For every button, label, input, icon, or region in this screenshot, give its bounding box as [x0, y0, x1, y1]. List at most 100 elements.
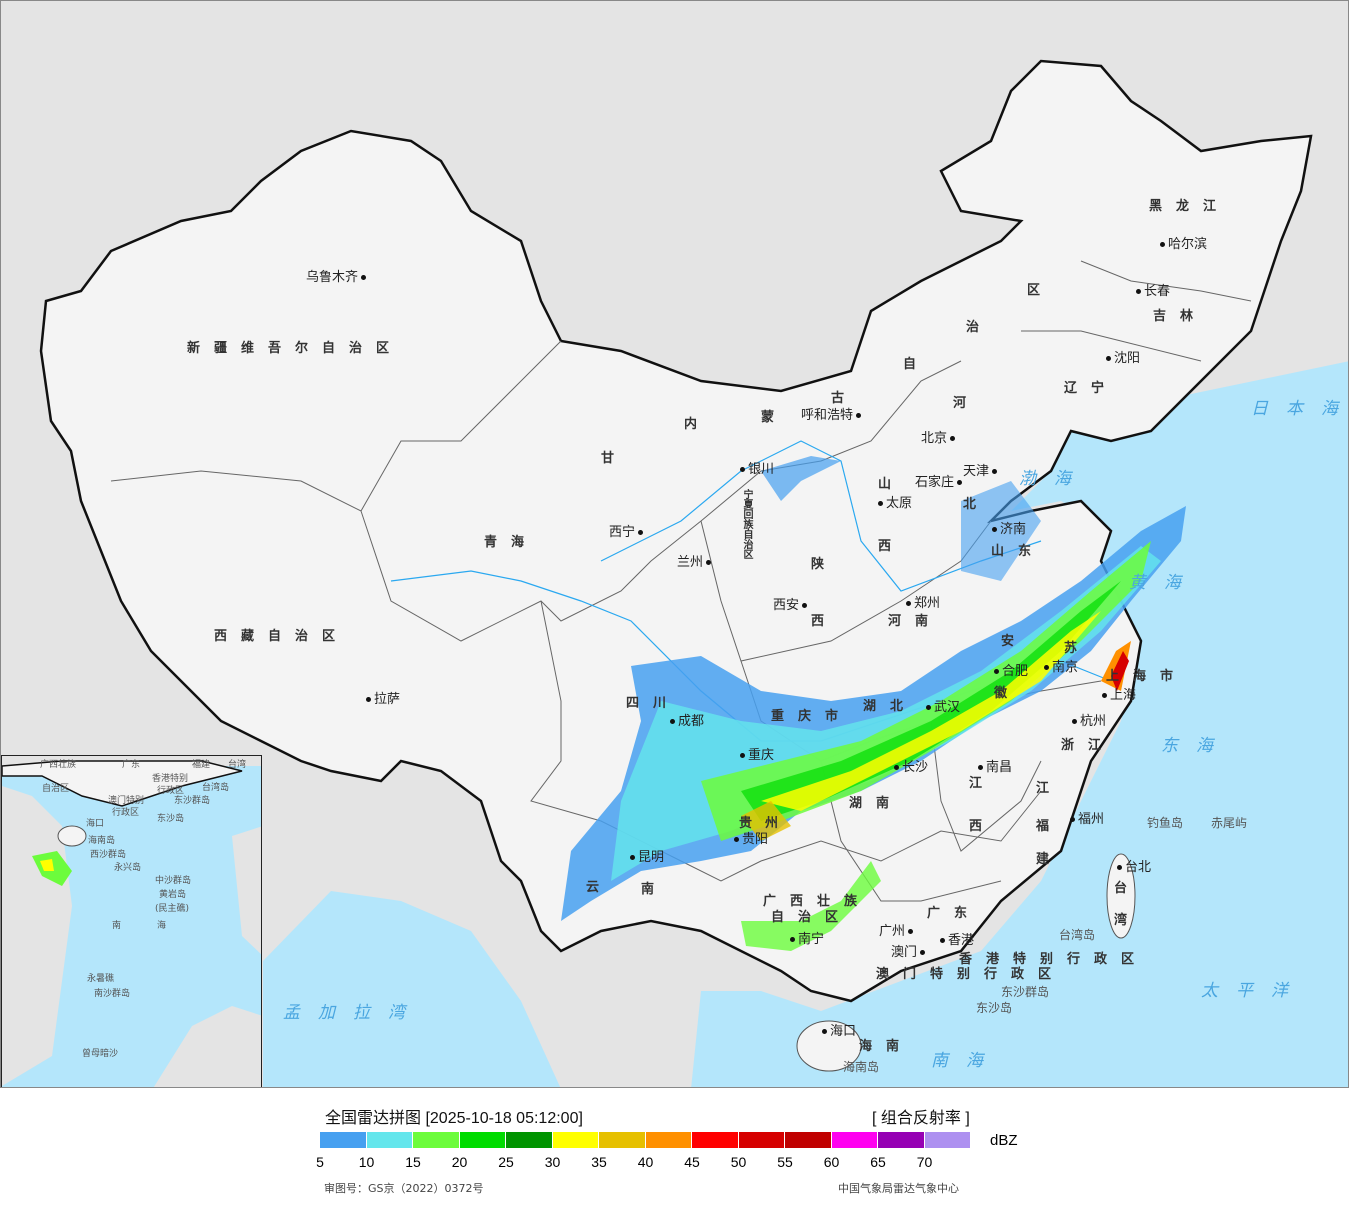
sea-label-text: 孟加拉湾	[283, 1003, 423, 1023]
city-label-text: 西宁	[609, 525, 636, 540]
city-dot-icon	[906, 601, 911, 606]
data-source: 中国气象局雷达气象中心	[838, 1182, 959, 1195]
city-label: 香港	[937, 934, 974, 948]
city-label: 成都	[667, 715, 704, 729]
province-label-text: 辽宁	[1064, 381, 1119, 396]
province-label-text: 古	[831, 391, 859, 406]
scale-tick-label: 25	[498, 1154, 514, 1170]
province-label-text: 宁夏回族自治区	[741, 489, 752, 559]
city-dot-icon	[920, 950, 926, 955]
province-label-text: 治	[966, 320, 994, 335]
city-label-text: 南宁	[798, 932, 825, 947]
province-label: 陕	[811, 557, 838, 572]
province-label-text: 西	[878, 539, 906, 554]
inset-label: 台湾	[228, 760, 246, 771]
radar-map[interactable]: 乌鲁木齐 拉萨 西宁 兰州 银川 呼和浩特 北京 天津 石家庄 太原 济南 郑州 西安 成都 重庆 合肥 南京杭…	[0, 0, 1349, 1088]
province-label-text: 贵	[739, 816, 767, 831]
inset-label: 永兴岛	[114, 863, 141, 874]
inset-label: 广西壮族	[40, 760, 76, 771]
city-dot-icon	[1117, 865, 1122, 870]
scale-tick-label: 50	[730, 1154, 747, 1170]
province-label: 浙江	[1061, 738, 1115, 753]
province-label: 海南	[859, 1039, 913, 1054]
scale-swatch	[459, 1132, 506, 1148]
province-label: 西	[878, 539, 905, 554]
island-label: 赤尾屿	[1211, 817, 1247, 830]
province-label: 山	[878, 477, 905, 492]
province-label-text: 自	[903, 357, 931, 372]
province-label-text: 陕	[811, 557, 839, 572]
inset-label: (民主礁)	[155, 904, 189, 915]
city-label-text: 兰州	[677, 555, 704, 570]
inset-label: 广东	[122, 760, 140, 771]
scale-tick-label: 45	[684, 1154, 700, 1170]
city-label: 沈阳	[1103, 352, 1140, 366]
city-label-text: 昆明	[638, 850, 665, 865]
inset-graphics	[2, 756, 261, 1087]
province-label: 贵	[739, 816, 766, 831]
island-label: 东沙群岛	[1001, 986, 1049, 999]
inset-label: 台湾岛	[202, 783, 229, 794]
city-label: 南昌	[975, 761, 1012, 775]
province-label: 新疆维吾尔自治区	[187, 341, 403, 356]
province-label: 自	[903, 357, 930, 372]
city-dot-icon	[790, 937, 795, 942]
city-label-text: 南昌	[986, 760, 1013, 775]
province-label: 上海市	[1106, 669, 1187, 684]
inset-label-text: 广西壮族	[40, 760, 77, 770]
city-label: 广州	[879, 925, 916, 939]
province-label: 江	[1036, 781, 1063, 796]
scale-swatch	[552, 1132, 599, 1148]
inset-label: 澳门特别	[108, 796, 144, 807]
province-label: 西	[969, 819, 996, 834]
scale-swatch	[785, 1132, 832, 1148]
city-label-text: 海口	[830, 1024, 857, 1039]
province-label: 区	[1027, 283, 1054, 298]
city-label: 贵阳	[731, 833, 768, 847]
island-label: 海南岛	[843, 1061, 879, 1074]
city-label-text: 沈阳	[1114, 351, 1141, 366]
radar-echo	[561, 456, 1186, 951]
province-label-text: 建	[1036, 852, 1064, 867]
province-label-text: 海南	[859, 1039, 914, 1054]
south-china-sea-inset[interactable]: 广西壮族 自治区 广东 福建 台湾 香港特别 行政区 澳门特别 行政区 台湾岛 东沙群岛 东沙岛 海口海…	[1, 755, 262, 1087]
province-label: 湖北	[863, 699, 917, 714]
province-label: 台	[1114, 881, 1141, 896]
inset-label-text: 南	[112, 921, 122, 931]
island-label: 台湾岛	[1059, 929, 1095, 942]
city-dot-icon	[1136, 289, 1141, 294]
inset-label-text: 自治区	[42, 784, 70, 794]
province-label-text: 西	[969, 819, 997, 834]
scale-swatch	[878, 1132, 925, 1148]
island-label: 钓鱼岛	[1147, 817, 1183, 830]
city-label-text: 长沙	[902, 760, 929, 775]
city-label: 兰州	[677, 556, 714, 570]
province-label: 苏	[1064, 641, 1091, 656]
city-label-text: 广州	[879, 924, 906, 939]
city-dot-icon	[670, 719, 675, 724]
inset-label-text: 行政区	[112, 808, 140, 818]
province-label-text: 苏	[1064, 641, 1092, 656]
scale-tick-label: 10	[358, 1154, 375, 1170]
province-label: 古	[831, 391, 858, 406]
city-dot-icon	[992, 469, 998, 474]
inset-label-text: 海南岛	[88, 836, 116, 846]
city-dot-icon	[957, 480, 963, 485]
scale-swatch	[738, 1132, 785, 1148]
province-label-text: 吉林	[1153, 309, 1208, 324]
province-label-text: 湖北	[863, 699, 918, 714]
province-label-text: 澳门特别行政区	[876, 967, 1066, 982]
city-label-text: 济南	[1000, 522, 1027, 537]
sea-label-text: 日本海	[1251, 399, 1349, 419]
city-label: 南京	[1041, 661, 1078, 675]
province-label-text: 河	[953, 396, 981, 411]
scale-swatch	[599, 1132, 646, 1148]
scale-swatch	[366, 1132, 413, 1148]
city-label-text: 成都	[678, 714, 705, 729]
inset-label-text: 澳门特别	[108, 796, 145, 806]
sea-bengal	[263, 891, 561, 1087]
province-label-text: 州	[765, 816, 793, 831]
island-label-text: 赤尾屿	[1211, 816, 1248, 830]
inset-label: 海口	[86, 819, 104, 830]
scale-tick-label: 40	[637, 1154, 654, 1170]
